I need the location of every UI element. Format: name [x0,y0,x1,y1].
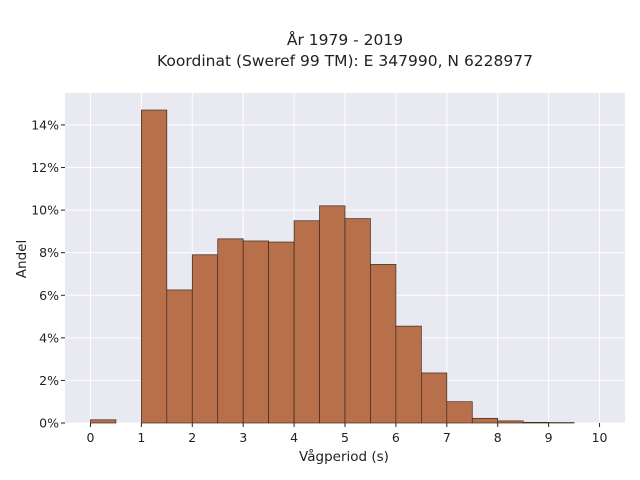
histogram-bar [471,417,499,424]
chart-title-line-1: År 1979 - 2019 [287,30,403,49]
histogram-bar [395,325,422,424]
y-tick-label: 14% [31,117,59,132]
histogram-bar [522,422,549,424]
histogram-bar [497,420,524,424]
x-tick-label: 3 [239,430,247,445]
y-tick-label: 12% [31,160,59,175]
x-tick-label: 6 [392,430,400,445]
x-tick-label: 10 [592,430,608,445]
x-tick-label: 4 [290,430,298,445]
y-tick-label: 4% [39,330,59,345]
histogram-bar [268,241,295,424]
x-tick-label: 5 [341,430,349,445]
histogram-bar [191,254,219,424]
y-tick-label: 10% [31,203,59,218]
x-tick-label: 9 [545,430,553,445]
y-tick-label: 0% [39,416,59,431]
x-tick-label: 0 [86,430,94,445]
histogram-bar [242,240,269,424]
x-tick-label: 7 [443,430,451,445]
histogram-bar [90,419,117,424]
histogram-bar [293,220,320,424]
chart-title-line-2: Koordinat (Sweref 99 TM): E 347990, N 62… [157,52,533,70]
histogram-bar [141,109,168,424]
histogram-bar [319,205,346,424]
y-axis-label: Andel [14,240,30,278]
histogram-bar [421,372,448,424]
histogram-bar [217,238,244,424]
histogram-bar [446,401,473,424]
histogram-bar [166,289,193,424]
x-tick-label: 8 [494,430,502,445]
x-tick-label: 1 [137,430,145,445]
x-tick-label: 2 [188,430,196,445]
y-tick-label: 6% [39,288,59,303]
histogram-bar [370,264,397,424]
bars [90,109,575,424]
x-axis-ticks: 0 1 2 3 4 5 6 7 8 9 10 [86,423,608,445]
histogram-bar [344,218,371,424]
y-tick-label: 8% [39,245,59,260]
x-axis-label: Vågperiod (s) [299,448,389,465]
y-tick-label: 2% [39,373,59,388]
y-axis-ticks: 0% 2% 4% 6% 8% 10% 12% 14% [31,117,65,431]
